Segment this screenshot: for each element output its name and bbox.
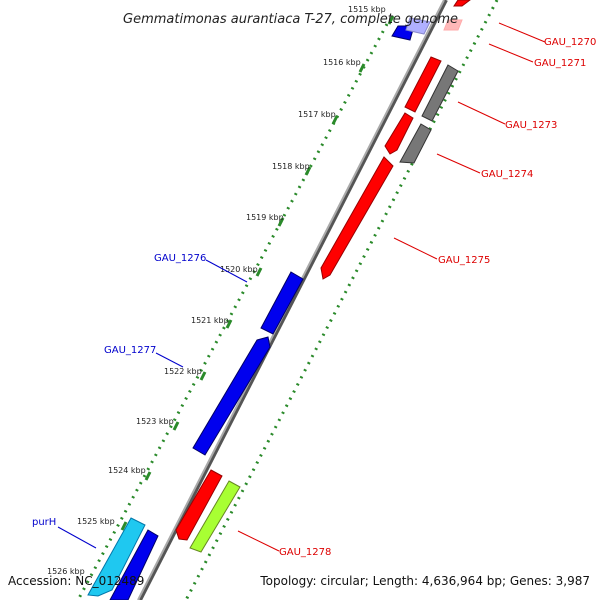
tick-mark xyxy=(331,115,339,125)
label-leader xyxy=(205,259,248,283)
outer-dotted-track xyxy=(76,23,389,600)
map-title: Gemmatimonas aurantiaca T-27, complete g… xyxy=(123,12,458,27)
gene-label-gau1277[interactable]: GAU_1277 xyxy=(104,345,156,356)
tick-mark xyxy=(304,166,312,176)
genome-summary: Topology: circular; Length: 4,636,964 bp… xyxy=(260,574,590,588)
gene-gau1276[interactable] xyxy=(260,271,304,335)
tick-mark xyxy=(172,421,180,431)
tick-label: 1516 kbp xyxy=(323,58,361,67)
gene-gau1277[interactable] xyxy=(192,336,271,456)
backbone-shadow xyxy=(138,0,448,600)
gene-gau1278[interactable] xyxy=(189,480,241,553)
tick-label: 1521 kbp xyxy=(191,316,229,325)
tick-mark xyxy=(120,521,128,531)
gene-purH-neighbor[interactable] xyxy=(109,529,159,600)
gene-label-gau1278[interactable]: GAU_1278 xyxy=(279,547,331,558)
tick-mark xyxy=(277,217,285,227)
gene-gau1273[interactable] xyxy=(404,56,442,113)
gene-label-purH[interactable]: purH xyxy=(32,517,56,528)
gene-label-gau1273[interactable]: GAU_1273 xyxy=(505,120,557,131)
tick-mark xyxy=(255,267,263,277)
inner-dotted-track xyxy=(184,0,499,600)
tick-label: 1519 kbp xyxy=(246,213,284,222)
tick-label: 1517 kbp xyxy=(298,110,336,119)
gene-gau1271[interactable] xyxy=(443,19,463,31)
tick-label: 1518 kbp xyxy=(272,162,310,171)
tick-label: 1524 kbp xyxy=(108,466,146,475)
tick-label: 1522 kbp xyxy=(164,367,202,376)
gene-label-gau1270[interactable]: GAU_1270 xyxy=(544,37,596,48)
gene-gau1274b[interactable] xyxy=(399,123,432,164)
tick-label: 1520 kbp xyxy=(220,265,258,274)
gene-gau1270[interactable] xyxy=(453,0,471,7)
gene-label-gau1275[interactable]: GAU_1275 xyxy=(438,255,490,266)
label-leader xyxy=(488,43,534,63)
tick-mark xyxy=(358,63,366,73)
label-leader xyxy=(393,237,438,260)
gene-label-gau1274[interactable]: GAU_1274 xyxy=(481,169,533,180)
gene-purH[interactable] xyxy=(87,517,146,597)
tick-mark xyxy=(199,371,207,381)
tick-label: 1525 kbp xyxy=(77,517,115,526)
gene-gau1275[interactable] xyxy=(320,156,394,280)
label-leader xyxy=(57,526,97,549)
label-leader xyxy=(436,153,481,174)
label-leader xyxy=(457,101,506,125)
tick-label: 1523 kbp xyxy=(136,417,174,426)
tick-mark xyxy=(387,15,395,25)
label-leader xyxy=(237,530,280,552)
tick-mark xyxy=(225,319,233,329)
gene-top-lightblue[interactable] xyxy=(405,17,431,35)
tick-mark xyxy=(144,471,152,481)
gene-label-gau1276[interactable]: GAU_1276 xyxy=(154,253,206,264)
label-leader xyxy=(498,22,546,43)
gene-gau1274[interactable] xyxy=(421,64,459,122)
gene-gau1273b[interactable] xyxy=(384,112,414,155)
tick-label: 1515 kbp xyxy=(348,5,386,14)
tick-label: 1526 kbp xyxy=(47,567,85,576)
label-leader xyxy=(155,352,184,368)
gene-label-gau1271[interactable]: GAU_1271 xyxy=(534,58,586,69)
gene-gau1278a[interactable] xyxy=(175,469,223,541)
accession-label: Accession: NC_012489 xyxy=(8,574,145,588)
